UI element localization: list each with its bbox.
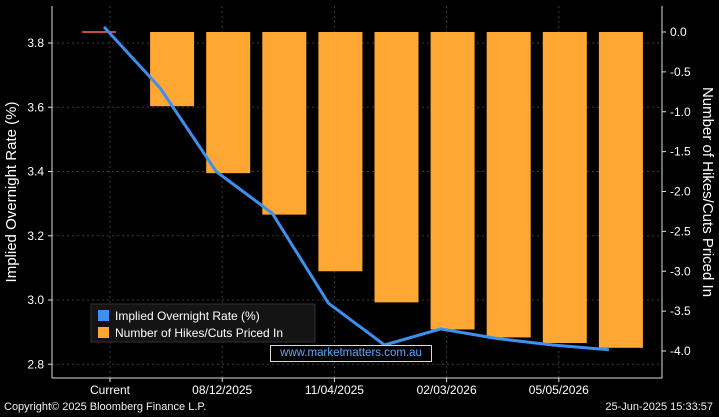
x-tick-label: 11/04/2025: [305, 383, 364, 397]
bar-hikes-cuts: [150, 32, 195, 107]
right-tick-label: -1.5: [670, 145, 691, 159]
right-tick-label: -2.5: [670, 224, 691, 238]
legend-label-hikes: Number of Hikes/Cuts Priced In: [115, 326, 283, 340]
right-tick-label: -0.5: [670, 65, 691, 79]
x-tick-label: 08/12/2025: [192, 383, 252, 397]
left-tick-label: 3.4: [27, 165, 44, 179]
right-tick-label: -1.0: [670, 105, 691, 119]
legend-swatch-hikes: [98, 327, 109, 338]
right-tick-label: -2.0: [670, 185, 691, 199]
watermark[interactable]: www.marketmatters.com.au: [270, 345, 432, 362]
bar-hikes-cuts: [486, 32, 531, 338]
bar-series: [82, 31, 643, 348]
right-tick-label: -3.0: [670, 264, 691, 278]
x-tick-label: 05/05/2026: [529, 383, 589, 397]
left-tick-label: 2.8: [27, 357, 44, 371]
y-axis-title-left: Implied Overnight Rate (%): [3, 102, 20, 283]
legend-box: [90, 303, 316, 343]
bar-hikes-cuts: [542, 32, 587, 344]
legend-swatch-rate: [98, 310, 109, 321]
bar-hikes-cuts: [206, 32, 251, 174]
left-tick-label: 3.8: [27, 36, 44, 50]
right-tick-label: -3.5: [670, 304, 691, 318]
bar-hikes-cuts: [598, 32, 643, 348]
legend: Implied Overnight Rate (%) Number of Hike…: [90, 303, 316, 343]
axes: 3.8 3.6 3.4 3.2 3.0 2.8 0.0 -0.5 -1.0 -1.5 -2.0 -2.…: [3, 6, 716, 397]
bar-hikes-cuts: [262, 32, 307, 215]
legend-label-rate: Implied Overnight Rate (%): [115, 309, 260, 323]
left-tick-label: 3.6: [27, 100, 44, 114]
y-axis-title-right: Number of Hikes/Cuts Priced In: [699, 87, 716, 297]
x-tick-label: 02/03/2026: [417, 383, 477, 397]
left-tick-label: 3.0: [27, 293, 44, 307]
bar-hikes-cuts: [374, 32, 419, 303]
left-tick-label: 3.2: [27, 229, 44, 243]
timestamp-text: 25-Jun-2025 15:33:57: [605, 401, 713, 413]
bar-hikes-cuts: [318, 32, 363, 272]
bar-hikes-cuts: [430, 32, 475, 330]
right-tick-label: -4.0: [670, 344, 691, 358]
right-tick-label: 0.0: [670, 25, 687, 39]
x-tick-label: Current: [90, 383, 131, 397]
rate-line: [102, 25, 610, 352]
copyright-text: Copyright© 2025 Bloomberg Finance L.P.: [4, 401, 207, 413]
